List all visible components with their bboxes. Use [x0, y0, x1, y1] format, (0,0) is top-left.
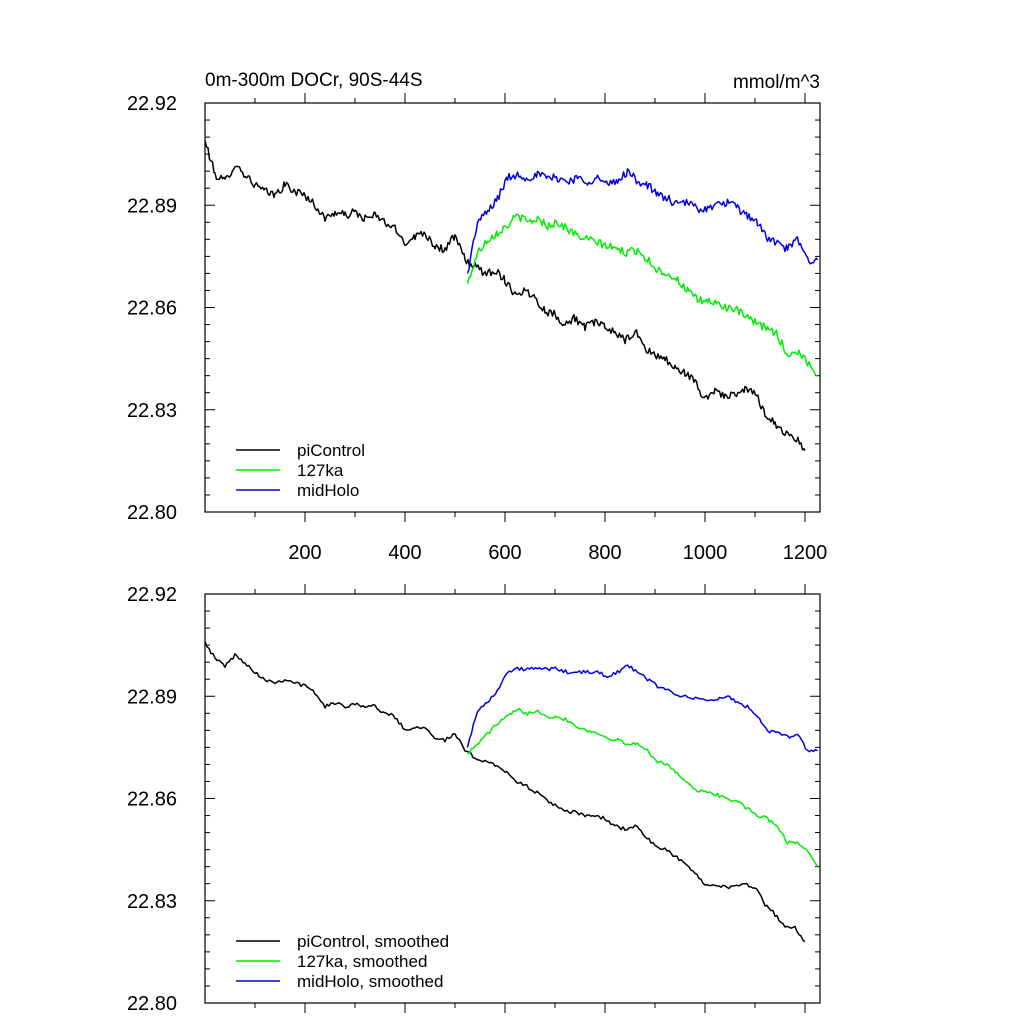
series-line-127ka — [466, 213, 818, 377]
y-tick-label: 22.89 — [127, 195, 177, 217]
y-tick-label: 22.86 — [127, 298, 177, 320]
x-tick-label: 600 — [488, 542, 521, 564]
series-line-127ka-smoothed — [467, 707, 819, 868]
x-tick-label: 200 — [288, 542, 321, 564]
y-tick-label: 22.80 — [127, 502, 177, 524]
series-line-midholo-smoothed — [466, 664, 818, 753]
legend-label: piControl — [297, 441, 365, 460]
y-tick-label: 22.89 — [127, 686, 177, 708]
x-tick-label: 800 — [588, 542, 621, 564]
series-line-picontrol-smoothed — [204, 641, 806, 943]
panel-bottom: 22.80 22.83 22.86 22.89 22.92 piControl, smoo… — [127, 584, 821, 1015]
chart-units: mmol/m^3 — [733, 72, 820, 93]
legend-label: 127ka, smoothed — [297, 952, 427, 971]
x-tick-label: 400 — [388, 542, 421, 564]
panel-top: 22.80 22.83 22.86 22.89 22.92 200 400 600 800 100… — [127, 70, 827, 564]
y-tick-label: 22.92 — [127, 584, 177, 606]
series-line-picontrol — [204, 140, 806, 451]
y-tick-label: 22.83 — [127, 400, 177, 422]
y-tick-label: 22.83 — [127, 891, 177, 913]
y-tick-label: 22.80 — [127, 993, 177, 1015]
legend-label: piControl, smoothed — [297, 932, 449, 951]
series-line-midholo — [466, 168, 819, 274]
legend-label: midHolo, smoothed — [297, 972, 443, 991]
legend-label: 127ka — [297, 461, 344, 480]
x-tick-label: 1000 — [683, 542, 728, 564]
legend-label: midHolo — [297, 481, 359, 500]
y-tick-label: 22.92 — [127, 93, 177, 115]
chart-title: 0m-300m DOCr, 90S-44S — [205, 70, 423, 91]
x-tick-label: 1200 — [783, 542, 828, 564]
y-tick-label: 22.86 — [127, 789, 177, 811]
